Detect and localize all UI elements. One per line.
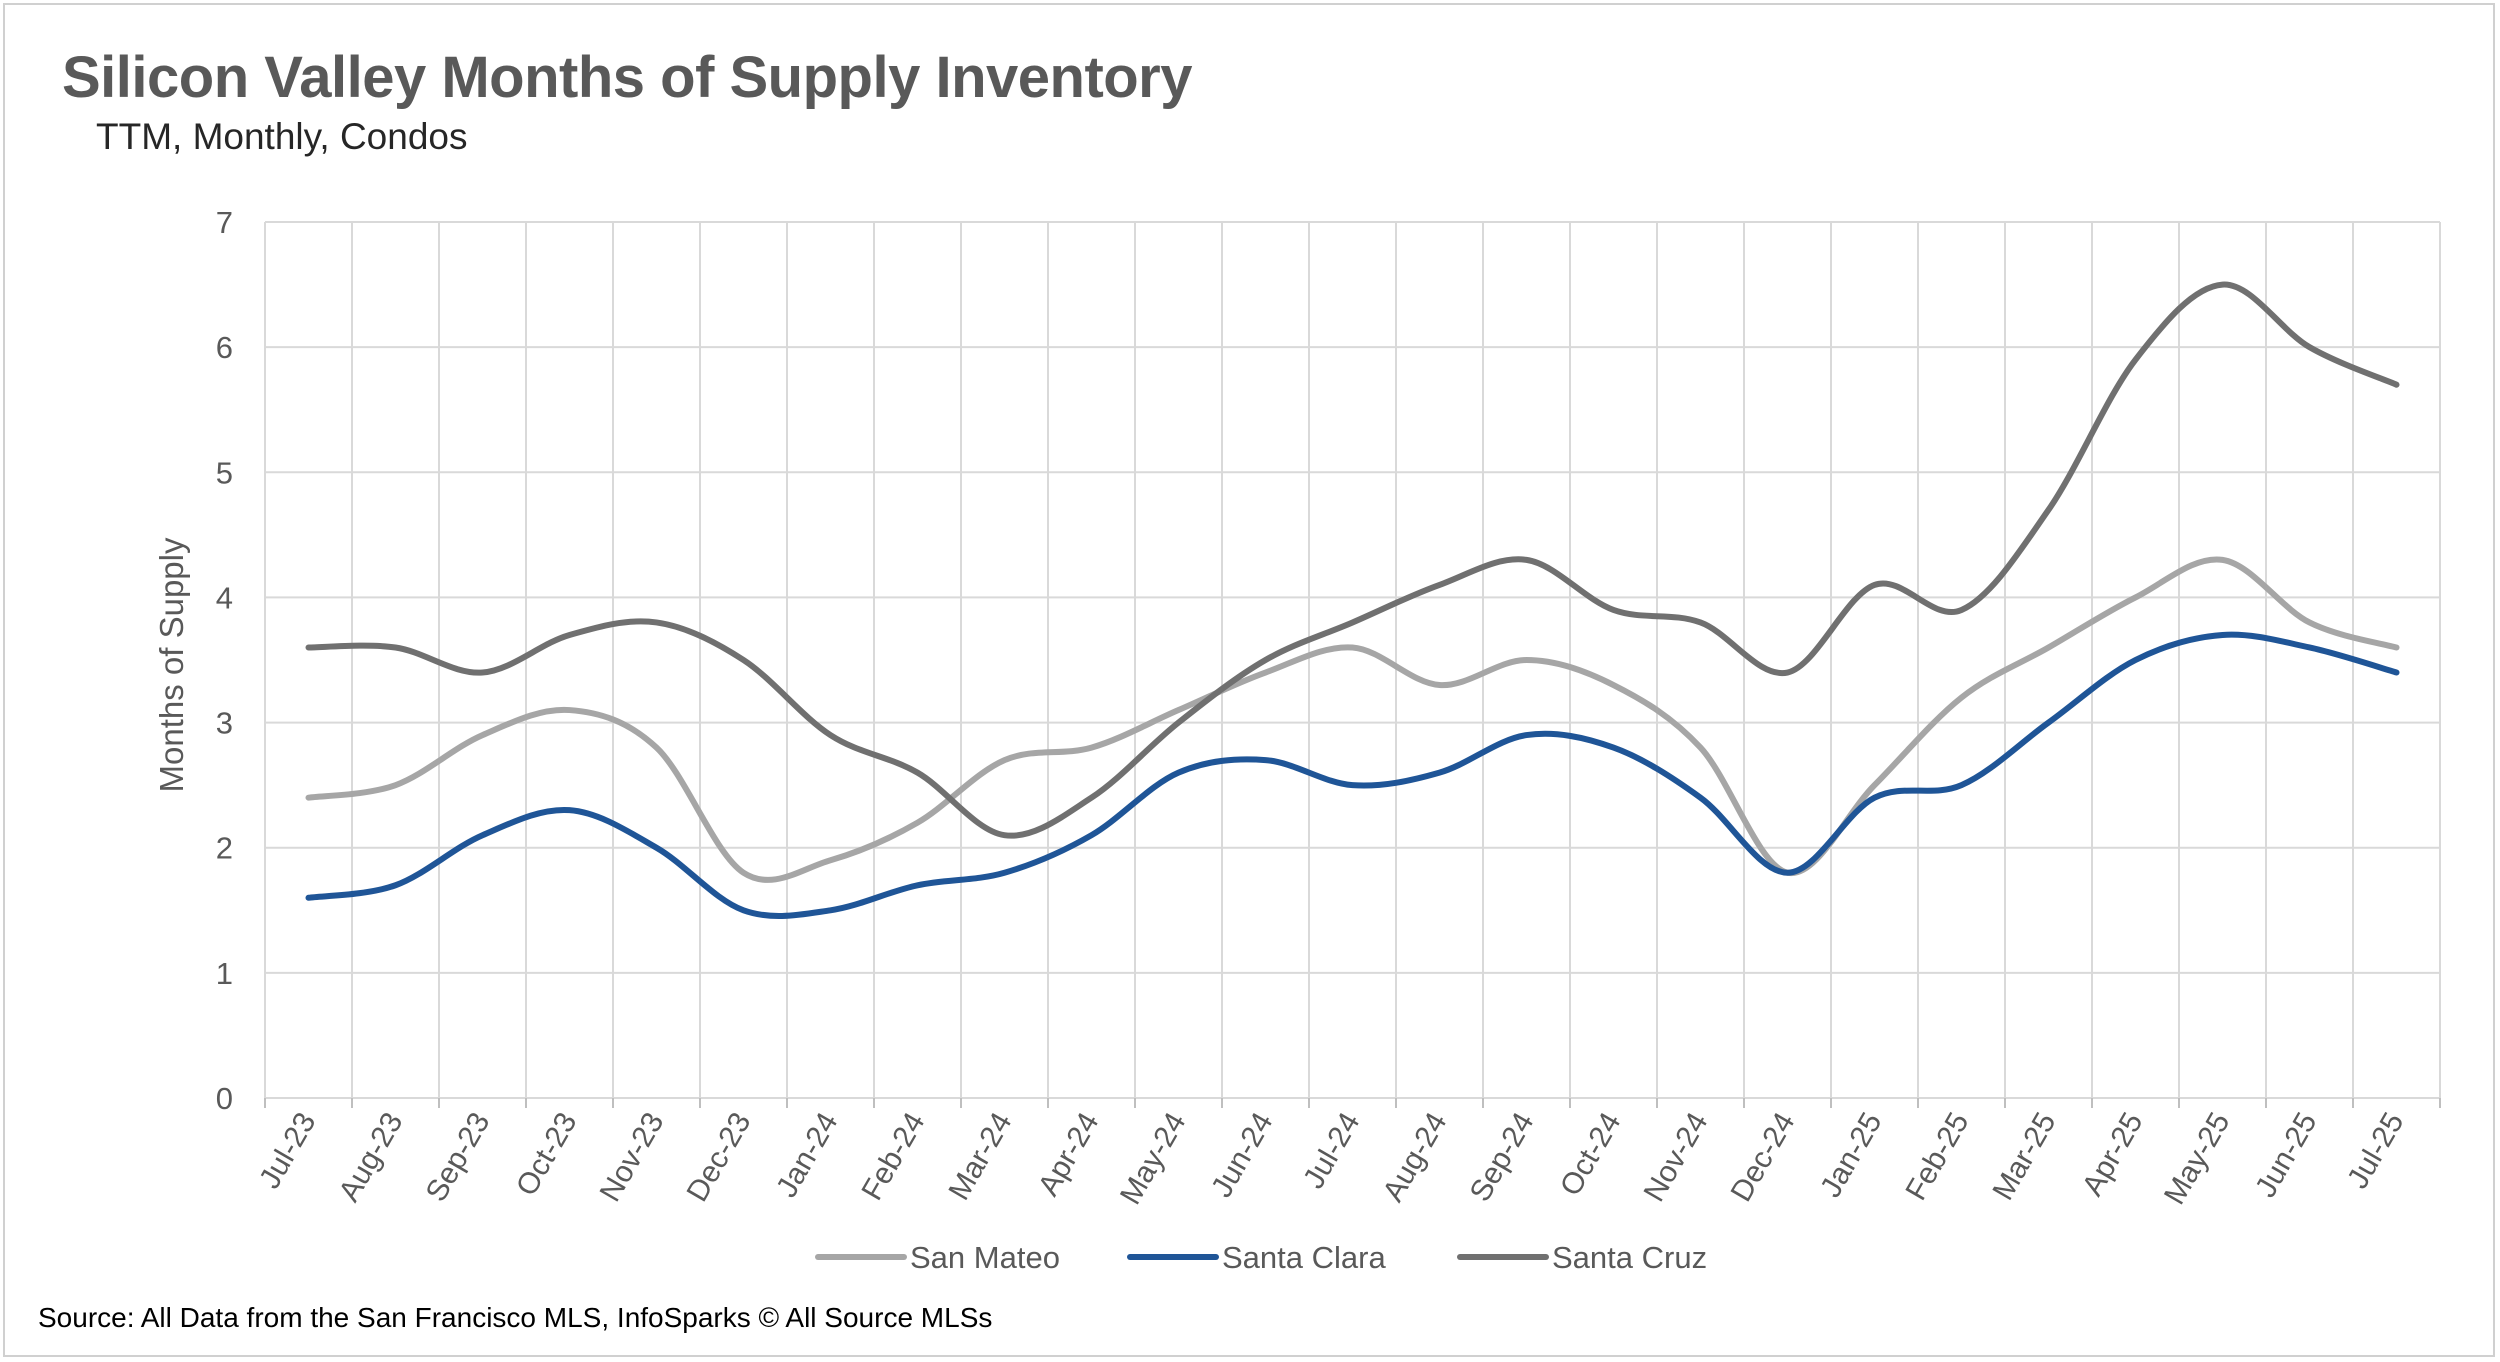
series-line-santa-clara: [305, 631, 2400, 919]
x-tick-label: Mar-24: [942, 1107, 1018, 1206]
x-tick-label: Aug-23: [333, 1107, 410, 1207]
chart-title: Silicon Valley Months of Supply Inventor…: [62, 45, 1193, 110]
x-tick-label: Jul-23: [253, 1107, 322, 1194]
x-tick-label: May-24: [1114, 1107, 1193, 1210]
x-tick-label: Jul-25: [2341, 1107, 2410, 1194]
x-tick-label: Jun-25: [2249, 1107, 2323, 1203]
legend-label-san-mateo: San Mateo: [910, 1240, 1060, 1275]
y-tick-label: 0: [216, 1081, 233, 1116]
x-tick-label: Sep-23: [420, 1107, 497, 1207]
legend-label-santa-cruz: Santa Cruz: [1552, 1240, 1707, 1275]
y-tick-label: 1: [216, 956, 233, 991]
x-tick-label: Feb-25: [1899, 1107, 1975, 1206]
x-tick-label: Jun-24: [1205, 1107, 1279, 1203]
x-tick-label: Jan-25: [1814, 1107, 1888, 1203]
y-tick-label: 2: [216, 831, 233, 866]
x-tick-label: Jul-24: [1297, 1107, 1366, 1194]
y-tick-label: 5: [216, 455, 233, 490]
series-line-santa-cruz: [305, 281, 2400, 839]
y-tick-label: 7: [216, 205, 233, 240]
x-tick-label: Dec-24: [1725, 1107, 1802, 1207]
source-note: Source: All Data from the San Francisco …: [38, 1302, 993, 1333]
series-lines: [305, 281, 2400, 919]
y-tick-label: 6: [216, 330, 233, 365]
gridlines: [264, 221, 2441, 1108]
x-tick-label: Dec-23: [681, 1107, 758, 1207]
x-tick-label: Nov-24: [1638, 1107, 1715, 1207]
y-axis-tick-labels: 0 1 2 3 4 5 6 7: [216, 205, 233, 1116]
x-tick-label: Apr-25: [2076, 1107, 2150, 1201]
legend: San Mateo Santa Clara Santa Cruz: [815, 1240, 1707, 1275]
x-tick-label: Apr-24: [1032, 1107, 1106, 1201]
y-axis-label: Months of Supply: [153, 537, 190, 792]
x-tick-label: Nov-23: [594, 1107, 671, 1207]
x-tick-label: Sep-24: [1464, 1107, 1541, 1207]
chart-frame: [3, 3, 2495, 1357]
y-tick-label: 3: [216, 706, 233, 741]
x-tick-label: Mar-25: [1986, 1107, 2062, 1206]
x-axis-tick-labels: Jul-23 Aug-23 Sep-23 Oct-23 Nov-23 Dec-23 Jan-…: [253, 1107, 2410, 1210]
x-tick-label: May-25: [2158, 1107, 2237, 1210]
y-tick-label: 4: [216, 580, 233, 615]
x-tick-label: Feb-24: [855, 1107, 931, 1206]
x-tick-label: Aug-24: [1377, 1107, 1454, 1207]
x-tick-label: Jan-24: [770, 1107, 844, 1203]
legend-label-santa-clara: Santa Clara: [1222, 1240, 1386, 1275]
x-tick-label: Oct-24: [1554, 1107, 1628, 1201]
series-line-san-mateo: [305, 556, 2400, 883]
chart-subtitle: TTM, Monthly, Condos: [96, 116, 468, 157]
x-tick-label: Oct-23: [510, 1107, 584, 1201]
